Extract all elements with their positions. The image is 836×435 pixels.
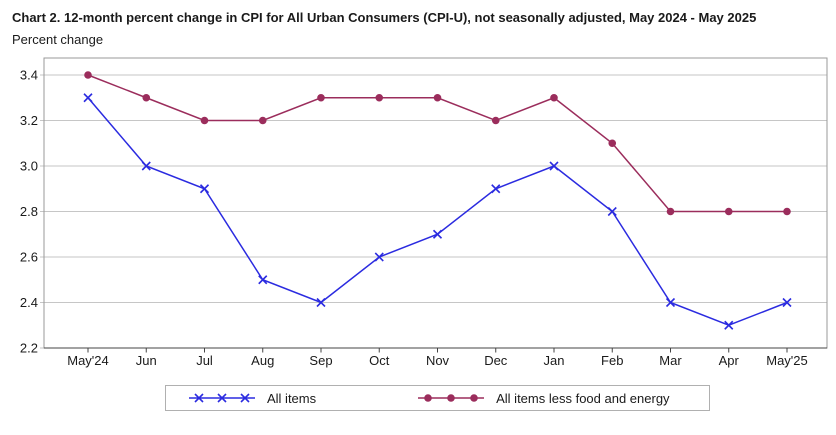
x-tick-label: Feb: [601, 353, 623, 368]
dot-marker: [491, 116, 500, 125]
chart-title: Chart 2. 12-month percent change in CPI …: [12, 10, 757, 25]
dot-marker: [142, 93, 151, 102]
x-tick-label: Oct: [369, 353, 390, 368]
dot-marker: [375, 93, 384, 102]
dot-marker: [200, 116, 209, 125]
dot-marker: [447, 394, 455, 402]
y-tick-label: 2.4: [20, 295, 38, 310]
chart-legend: All items All items less food and energy: [165, 385, 710, 411]
x-marker: [194, 393, 204, 403]
x-tick-label: Apr: [719, 353, 740, 368]
dot-marker: [608, 139, 617, 148]
y-tick-label: 3.0: [20, 159, 38, 174]
y-tick-label: 2.6: [20, 250, 38, 265]
dot-marker: [550, 93, 558, 102]
x-tick-label: Jul: [196, 353, 213, 368]
x-marker: [141, 161, 151, 171]
legend-label-core: All items less food and energy: [496, 390, 670, 406]
x-marker: [217, 393, 227, 403]
dot-marker: [470, 394, 478, 402]
x-marker: [199, 184, 210, 194]
x-tick-label: Jan: [544, 353, 565, 368]
dot-marker: [666, 207, 675, 216]
y-tick-label: 2.2: [20, 341, 38, 356]
x-marker: [724, 320, 734, 330]
x-marker: [782, 297, 792, 308]
y-tick-label: 2.8: [20, 204, 38, 219]
plot-border: [43, 57, 828, 349]
x-marker: [374, 252, 384, 262]
x-tick-label: Jun: [136, 353, 157, 368]
legend-item-all-items: All items: [188, 391, 316, 406]
x-marker: [665, 297, 676, 308]
legend-label-all-items: All items: [267, 390, 317, 406]
x-marker: [83, 93, 93, 103]
dot-marker: [424, 394, 432, 402]
x-marker: [240, 393, 250, 403]
x-marker: [549, 161, 559, 171]
all-items-line-sample: [189, 393, 255, 403]
x-marker: [258, 275, 268, 285]
x-tick-label: Aug: [251, 353, 274, 368]
line-chart: 3.4 3.2 3.0 2.8 2.6 2.4 2.2 May'24 Jun Jul Aug Sep O…: [20, 57, 828, 368]
dot-marker: [317, 93, 325, 102]
y-tick-label: 3.4: [20, 68, 38, 83]
x-tick-label: May'25: [766, 353, 808, 368]
dot-marker: [433, 93, 442, 102]
x-tick-label: Mar: [659, 353, 682, 368]
x-tick-label: May'24: [67, 353, 109, 368]
dot-marker: [84, 71, 92, 79]
x-marker: [491, 184, 501, 194]
y-tick-label: 3.2: [20, 113, 38, 128]
x-marker: [607, 206, 617, 217]
x-tick-label: Sep: [309, 353, 332, 368]
x-marker: [432, 229, 443, 239]
x-tick-label: Dec: [484, 353, 508, 368]
dot-marker: [724, 207, 733, 216]
legend-item-core: All items less food and energy: [417, 390, 670, 406]
core-items-line-sample: [418, 394, 485, 402]
chart-subtitle: Percent change: [12, 32, 104, 47]
x-tick-label: Nov: [426, 353, 450, 368]
dot-marker: [783, 207, 791, 216]
dot-marker: [258, 116, 267, 125]
x-marker: [316, 297, 326, 308]
